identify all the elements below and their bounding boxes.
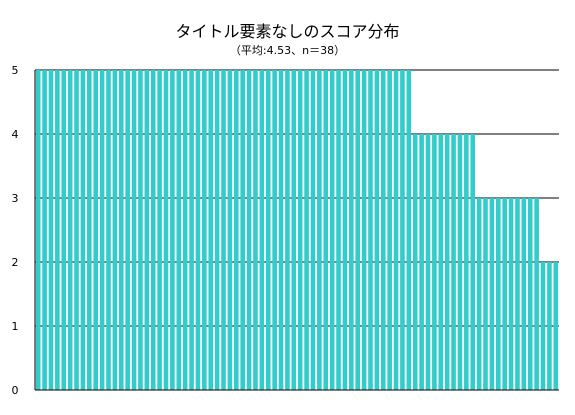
bar <box>508 198 514 390</box>
bar <box>329 70 335 390</box>
bar <box>406 70 412 390</box>
chart-title: タイトル要素なしのスコア分布 <box>175 22 400 41</box>
y-tick-label: 5 <box>12 64 19 77</box>
bar <box>42 70 47 390</box>
bar <box>464 134 469 390</box>
bar <box>202 70 207 390</box>
y-tick-label: 2 <box>12 256 19 269</box>
bar <box>195 70 201 390</box>
bar <box>189 70 194 390</box>
bar <box>163 70 169 390</box>
y-tick-labels: 0 1 2 3 4 5 <box>12 64 19 397</box>
bar <box>438 134 444 390</box>
bar <box>355 70 361 390</box>
bar <box>285 70 290 390</box>
bar <box>131 70 137 390</box>
bar <box>55 70 60 390</box>
y-tick-label: 1 <box>12 320 19 333</box>
bar <box>74 70 79 390</box>
bar <box>48 70 54 390</box>
bar <box>221 70 226 390</box>
bar <box>246 70 252 390</box>
bar <box>451 134 456 390</box>
bar-series <box>35 70 559 390</box>
bar <box>502 198 507 390</box>
bar <box>521 198 527 390</box>
y-tick-label: 0 <box>12 384 19 397</box>
bar <box>150 70 156 390</box>
bar <box>61 70 67 390</box>
bar <box>495 198 501 390</box>
bar <box>93 70 99 390</box>
bar <box>278 70 284 390</box>
bar <box>489 198 495 390</box>
bar <box>87 70 92 390</box>
bar <box>483 198 488 390</box>
bar <box>182 70 188 390</box>
bar <box>457 134 463 390</box>
bar <box>380 70 386 390</box>
bar <box>387 70 392 390</box>
bar <box>400 70 405 390</box>
bar <box>35 70 41 390</box>
axes <box>34 70 559 391</box>
bar <box>349 70 354 390</box>
chart-subtitle: （平均:4.53、n＝38） <box>229 44 346 57</box>
bar <box>476 198 482 390</box>
bar <box>304 70 309 390</box>
bar <box>527 198 533 390</box>
bar <box>157 70 162 390</box>
bar <box>67 70 73 390</box>
bar <box>540 262 546 390</box>
bar <box>310 70 316 390</box>
bar <box>553 262 559 390</box>
bar <box>272 70 277 390</box>
bar <box>106 70 111 390</box>
bar <box>374 70 380 390</box>
bar <box>253 70 258 390</box>
bar <box>361 70 367 390</box>
bar <box>534 198 539 390</box>
bar <box>227 70 233 390</box>
bar <box>144 70 150 390</box>
bar <box>170 70 175 390</box>
bar <box>342 70 348 390</box>
bar <box>444 134 450 390</box>
y-tick-label: 3 <box>12 192 19 205</box>
bar <box>393 70 399 390</box>
bar <box>259 70 265 390</box>
bar <box>176 70 182 390</box>
bar <box>99 70 105 390</box>
bar <box>547 262 552 390</box>
bar <box>125 70 130 390</box>
bar <box>233 70 239 390</box>
bar <box>265 70 271 390</box>
bar <box>138 70 143 390</box>
bar <box>412 134 418 390</box>
bar <box>112 70 118 390</box>
bar <box>240 70 245 390</box>
bar <box>80 70 86 390</box>
y-tick-label: 4 <box>12 128 19 141</box>
bar <box>297 70 303 390</box>
bar <box>214 70 220 390</box>
bar <box>317 70 322 390</box>
bar <box>470 134 476 390</box>
bar <box>336 70 341 390</box>
bar <box>419 134 424 390</box>
bar <box>515 198 520 390</box>
bar <box>291 70 297 390</box>
bar <box>432 134 437 390</box>
bar <box>208 70 214 390</box>
bar <box>368 70 373 390</box>
bar <box>425 134 431 390</box>
bar <box>323 70 329 390</box>
bar <box>118 70 124 390</box>
